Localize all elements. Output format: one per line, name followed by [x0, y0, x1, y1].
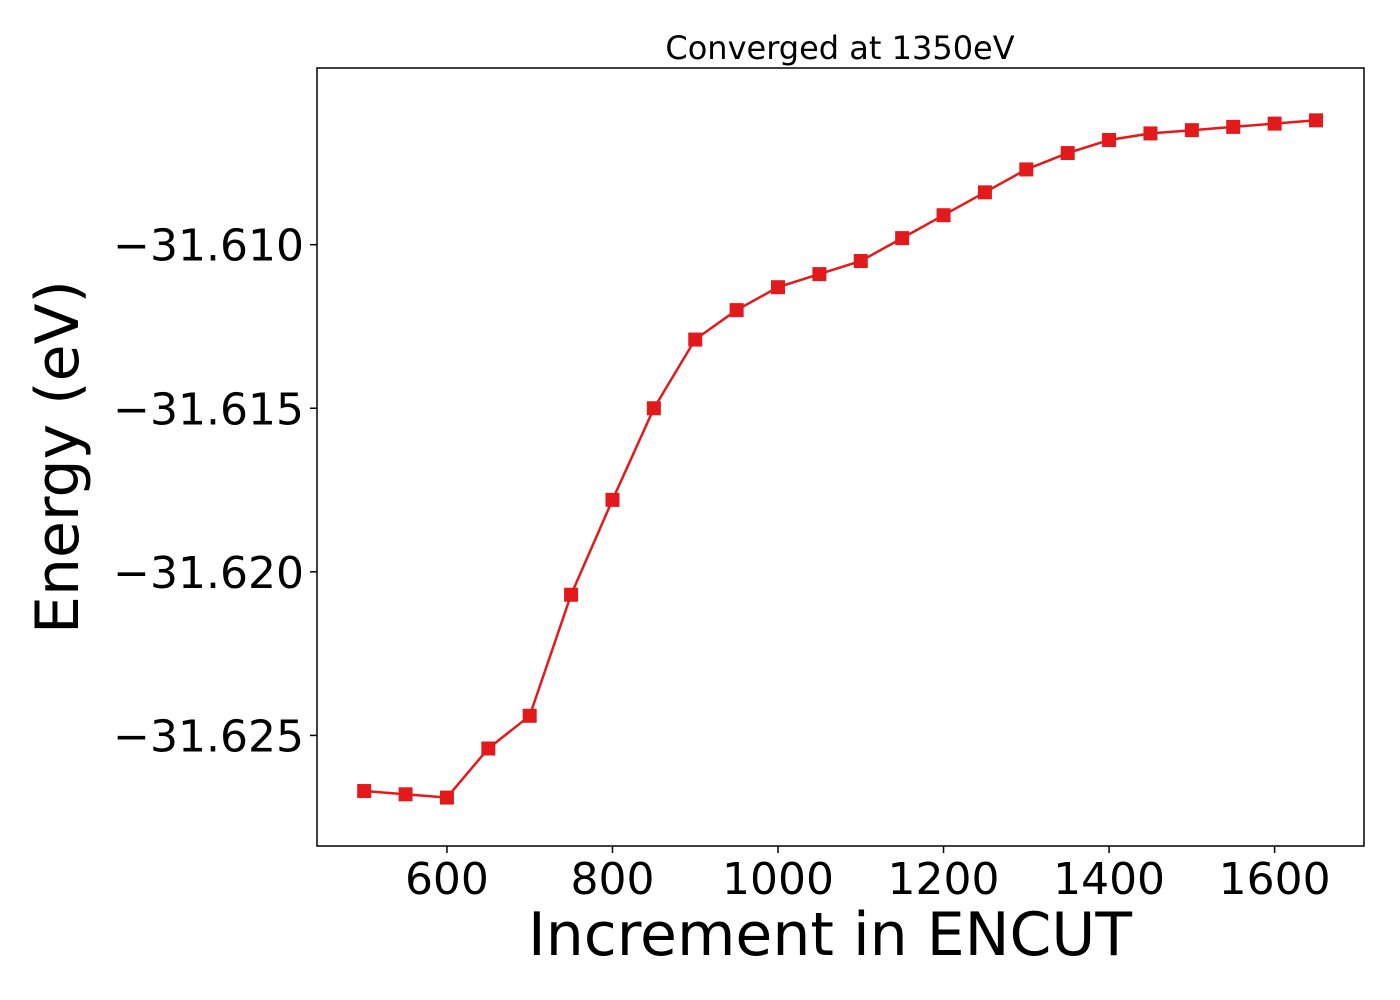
data-point-marker [1102, 132, 1117, 147]
data-point-marker [357, 784, 372, 799]
data-point-marker [398, 787, 413, 802]
series-layer [357, 113, 1323, 805]
x-tick-label: 1400 [1053, 854, 1165, 905]
data-point-marker [729, 303, 744, 318]
data-point-marker [1060, 146, 1075, 161]
data-point-marker [1308, 113, 1323, 128]
data-point-marker [895, 231, 910, 246]
data-point-marker [812, 267, 827, 282]
data-point-marker [522, 708, 537, 723]
y-tick-label: −31.620 [113, 548, 304, 599]
x-tick-label: 800 [570, 854, 654, 905]
y-tick-label: −31.615 [113, 384, 304, 435]
data-point-marker [439, 790, 454, 805]
chart-title: Converged at 1350eV [665, 29, 1014, 67]
data-point-marker [1019, 162, 1034, 177]
data-point-marker [1143, 126, 1158, 141]
x-tick-label: 1000 [722, 854, 834, 905]
x-axis-ticks: 600 800 1000 1200 1400 1600 [405, 846, 1331, 905]
data-point-marker [481, 741, 496, 756]
x-axis-label: Increment in ENCUT [528, 900, 1132, 970]
data-point-marker [1184, 123, 1199, 138]
data-point-marker [1226, 119, 1241, 134]
series-line [364, 119, 1317, 799]
plot-area-frame [316, 67, 1365, 847]
y-axis-ticks: −31.625 −31.620 −31.615 −31.610 [113, 221, 317, 762]
data-point-marker [646, 401, 661, 416]
x-tick-label: 1200 [888, 854, 1000, 905]
data-point-marker [977, 185, 992, 200]
data-point-marker [936, 208, 951, 223]
data-point-marker [688, 332, 703, 347]
y-tick-label: −31.625 [113, 711, 304, 762]
data-point-marker [564, 587, 579, 602]
x-tick-label: 600 [405, 854, 489, 905]
y-axis-label: Energy (eV) [23, 280, 93, 634]
data-point-marker [853, 254, 868, 269]
x-tick-label: 1600 [1219, 854, 1331, 905]
data-point-marker [771, 280, 786, 295]
data-point-marker [605, 492, 620, 507]
y-tick-label: −31.610 [113, 221, 304, 272]
data-point-marker [1267, 116, 1282, 131]
